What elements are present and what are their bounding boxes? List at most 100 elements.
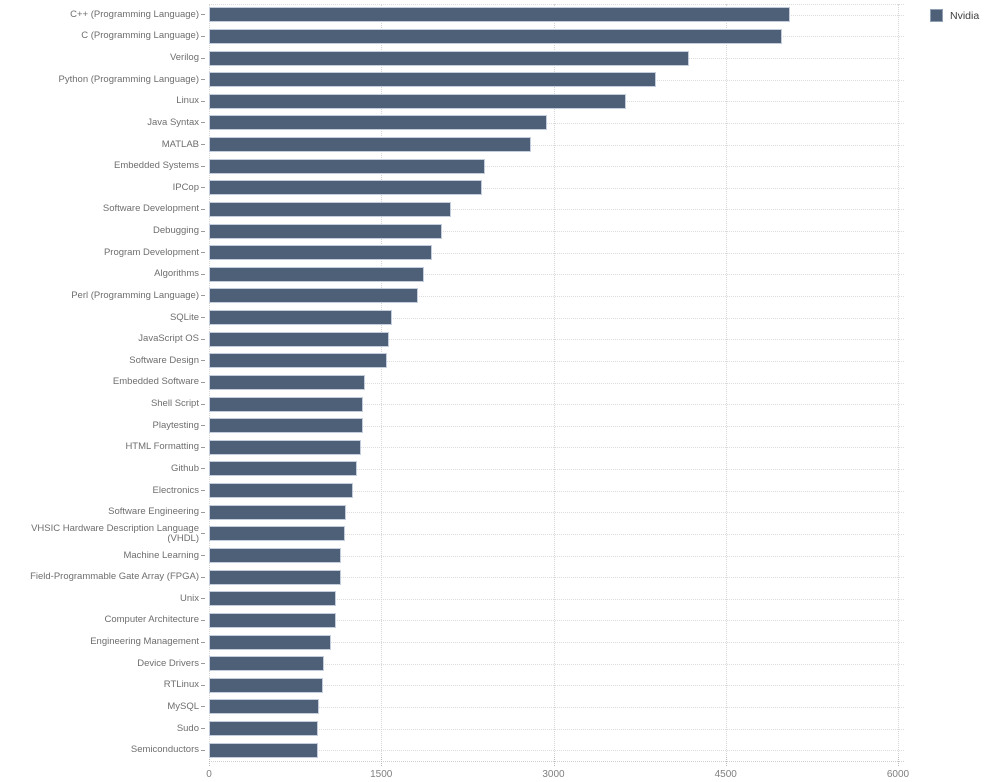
bar[interactable] xyxy=(209,526,345,542)
bar[interactable] xyxy=(209,93,626,109)
x-tick-mark xyxy=(553,757,555,766)
x-tick-label: 3000 xyxy=(542,769,565,780)
category-label: Program Development xyxy=(103,246,199,258)
y-tick-mark xyxy=(201,208,205,210)
bar[interactable] xyxy=(209,396,364,412)
row-gridline xyxy=(209,209,904,211)
table-row: Engineering Management xyxy=(0,631,997,653)
row-gridline xyxy=(209,577,904,579)
category-label: Software Design xyxy=(129,354,199,366)
table-row: Algorithms xyxy=(0,264,997,286)
bar[interactable] xyxy=(209,612,336,628)
bar[interactable] xyxy=(209,461,358,477)
table-row: Program Development xyxy=(0,242,997,264)
bar[interactable] xyxy=(209,721,319,737)
bar[interactable] xyxy=(209,201,452,217)
bar[interactable] xyxy=(209,374,366,390)
category-label: VHSIC Hardware Description Language (VHD… xyxy=(31,522,199,544)
x-gridline xyxy=(553,4,555,764)
row-gridline xyxy=(209,706,904,708)
category-label: Python (Programming Language) xyxy=(58,73,199,85)
y-tick-mark xyxy=(201,619,205,621)
table-row: Computer Architecture xyxy=(0,610,997,632)
bar[interactable] xyxy=(209,569,342,585)
y-tick-mark xyxy=(201,598,205,600)
category-label: MySQL xyxy=(167,700,199,712)
bar[interactable] xyxy=(209,158,485,174)
y-tick-mark xyxy=(201,295,205,297)
bar[interactable] xyxy=(209,353,387,369)
bar[interactable] xyxy=(209,266,424,282)
y-tick-mark xyxy=(201,273,205,275)
category-label: Semiconductors xyxy=(130,744,199,756)
bar[interactable] xyxy=(209,115,547,131)
bar[interactable] xyxy=(209,288,418,304)
category-label: Embedded Software xyxy=(112,376,199,388)
table-row: MySQL xyxy=(0,696,997,718)
row-gridline xyxy=(209,685,904,687)
row-gridline xyxy=(209,317,904,319)
y-tick-mark xyxy=(201,425,205,427)
table-row: Electronics xyxy=(0,480,997,502)
y-tick-mark xyxy=(201,533,205,535)
bar[interactable] xyxy=(209,72,656,88)
bar[interactable] xyxy=(209,483,353,499)
bar[interactable] xyxy=(209,656,324,672)
bar[interactable] xyxy=(209,418,363,434)
bar[interactable] xyxy=(209,28,783,44)
bar[interactable] xyxy=(209,137,531,153)
y-tick-mark xyxy=(201,122,205,124)
row-gridline xyxy=(209,360,904,362)
y-tick-mark xyxy=(201,381,205,383)
bar[interactable] xyxy=(209,223,443,239)
bar[interactable] xyxy=(209,331,390,347)
row-gridline xyxy=(209,122,904,124)
category-label: Electronics xyxy=(152,484,199,496)
bar[interactable] xyxy=(209,245,432,261)
y-tick-mark xyxy=(201,252,205,254)
table-row: Software Engineering xyxy=(0,501,997,523)
bar[interactable] xyxy=(209,634,331,650)
bar[interactable] xyxy=(209,180,483,196)
bar[interactable] xyxy=(209,677,323,693)
category-label: Software Development xyxy=(102,203,199,215)
category-label: Shell Script xyxy=(150,398,199,410)
category-label: Software Engineering xyxy=(108,506,199,518)
table-row: Linux xyxy=(0,91,997,113)
row-gridline xyxy=(209,620,904,622)
bar[interactable] xyxy=(209,591,337,607)
x-gridline xyxy=(725,4,727,764)
x-tick-label: 6000 xyxy=(886,769,910,780)
x-tick-mark xyxy=(209,757,210,766)
bar[interactable] xyxy=(209,504,346,520)
y-tick-mark xyxy=(201,144,205,146)
y-tick-mark xyxy=(201,230,205,232)
y-tick-mark xyxy=(201,360,205,362)
category-label: Github xyxy=(171,463,199,474)
table-row: Sudo xyxy=(0,718,997,740)
table-row: Embedded Systems xyxy=(0,155,997,177)
table-row: IPCop xyxy=(0,177,997,199)
y-tick-mark xyxy=(201,165,205,167)
bar[interactable] xyxy=(209,50,689,66)
category-label: Embedded Systems xyxy=(113,160,199,172)
y-tick-mark xyxy=(201,641,205,643)
bar[interactable] xyxy=(209,7,791,23)
bar[interactable] xyxy=(209,742,318,758)
table-row: Semiconductors xyxy=(0,739,997,761)
row-gridline xyxy=(209,469,904,470)
y-tick-mark xyxy=(201,14,205,16)
legend: Nvidia xyxy=(930,9,979,22)
y-tick-mark xyxy=(201,511,205,513)
bar[interactable] xyxy=(209,439,361,455)
bar[interactable] xyxy=(209,310,392,326)
table-row: SQLite xyxy=(0,307,997,329)
bar[interactable] xyxy=(209,548,342,563)
table-row: Python (Programming Language) xyxy=(0,69,997,91)
row-gridline xyxy=(209,382,904,384)
x-tick-mark xyxy=(725,757,727,766)
bar[interactable] xyxy=(209,699,320,715)
category-label: SQLite xyxy=(169,311,199,323)
legend-swatch-icon xyxy=(930,9,943,22)
row-gridline xyxy=(209,231,904,233)
